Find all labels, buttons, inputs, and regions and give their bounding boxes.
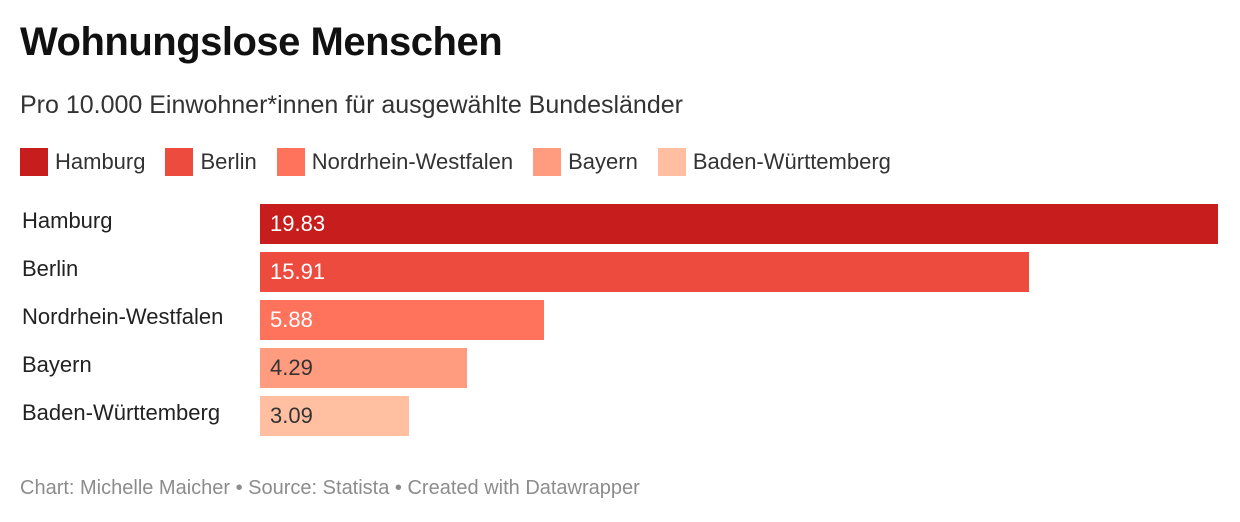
legend-item-nordrhein-westfalen: Nordrhein-Westfalen <box>276 148 514 176</box>
legend-label: Nordrhein-Westfalen <box>311 149 514 174</box>
value-label-baden-wuerttemberg: 3.09 <box>270 403 313 428</box>
value-label-bayern: 4.29 <box>270 355 313 380</box>
value-label-berlin: 15.91 <box>270 259 326 284</box>
legend-item-hamburg: Hamburg <box>20 148 145 176</box>
chart-title: Wohnungslose Menschen <box>20 20 503 64</box>
legend: Hamburg Berlin Nordrhein-Westfalen Bayer… <box>20 147 911 177</box>
bar-hamburg <box>260 204 1218 244</box>
legend-label: Hamburg <box>55 149 146 174</box>
legend-item-baden-wuerttemberg: Baden-Württemberg <box>657 148 891 176</box>
value-label-nordrhein-westfalen: 5.88 <box>270 307 313 332</box>
legend-label: Baden-Württemberg <box>692 149 891 174</box>
chart-footer: Chart: Michelle Maicher • Source: Statis… <box>20 477 640 499</box>
category-label-baden-wuerttemberg: Baden-Württemberg <box>22 400 221 425</box>
bar-baden-wuerttemberg <box>260 396 409 436</box>
legend-label: Berlin <box>200 149 257 174</box>
legend-swatch <box>165 148 194 176</box>
chart-subtitle: Pro 10.000 Einwohner*innen für ausgewähl… <box>20 91 683 119</box>
legend-label: Bayern <box>568 149 638 174</box>
legend-item-berlin: Berlin <box>165 148 257 176</box>
legend-swatch <box>533 148 562 176</box>
bar-nordrhein-westfalen <box>260 300 544 340</box>
category-label-bayern: Bayern <box>22 352 92 377</box>
legend-item-bayern: Bayern <box>533 148 638 176</box>
category-label-berlin: Berlin <box>22 256 79 281</box>
bar-berlin <box>260 252 1029 292</box>
bar-bayern <box>260 348 467 388</box>
legend-swatch <box>276 148 305 176</box>
value-label-hamburg: 19.83 <box>270 211 326 236</box>
category-label-nordrhein-westfalen: Nordrhein-Westfalen <box>22 304 224 329</box>
legend-swatch <box>20 148 48 176</box>
category-label-hamburg: Hamburg <box>22 208 113 233</box>
legend-swatch <box>657 148 686 176</box>
